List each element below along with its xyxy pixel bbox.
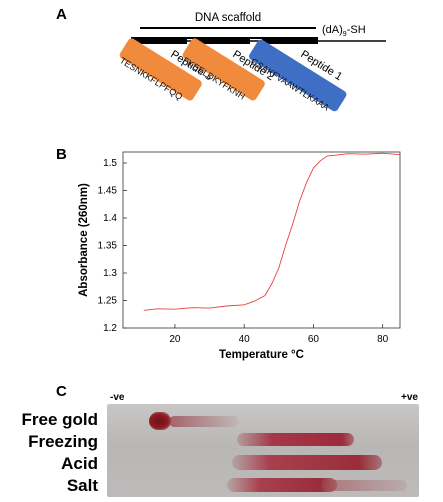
panel-b-letter: B [56,146,67,163]
lane-label-acid: Acid [61,454,98,473]
y-tick-label: 1.45 [98,186,118,197]
tail-end: -SH [347,24,366,36]
x-tick-label: 20 [169,334,181,345]
panel-a-letter: A [56,6,67,23]
negative-electrode-label: -ve [110,392,125,403]
peptide-2-tab [194,38,250,44]
band-free-gold [149,412,171,430]
y-tick-label: 1.5 [103,158,117,169]
panel-c-letter: C [56,383,67,400]
positive-electrode-label: +ve [401,392,418,403]
tail-main: (dA) [322,24,343,36]
plot-frame [122,151,401,329]
chart-axes [122,151,401,329]
y-tick-label: 1.25 [98,296,118,307]
tail-subscript: 9 [343,31,347,38]
peptide-3-tab [131,38,187,44]
peptide-3-box [119,38,202,101]
lane-label-freezing: Freezing [28,432,98,451]
lane-label-free-gold: Free gold [21,410,98,429]
x-tick-label: 40 [239,334,251,345]
absorbance-series-line [143,152,401,311]
x-tick-label: 60 [308,334,320,345]
scaffold-tail-label: (dA)9-SH [322,24,366,38]
band-acid [232,455,382,470]
x-tick-label: 80 [377,334,389,345]
scaffold-title: DNA scaffold [195,12,261,24]
peptide-1-tab [262,38,318,44]
band-salt-extension [322,480,407,491]
melting-curve-chart: 20 40 60 80 1.2 1.25 1.3 1.35 1.4 1.45 1.5 Tempera… [78,151,401,361]
peptide-1-box [249,39,347,112]
y-tick-label: 1.4 [103,213,117,224]
chart-ticks: 20 40 60 80 1.2 1.25 1.3 1.35 1.4 1.45 1.5 [98,158,389,345]
x-axis-label: Temperature °C [219,349,304,361]
y-tick-label: 1.2 [103,323,117,334]
peptide-2-box [182,38,265,101]
band-salt [227,478,337,492]
y-tick-label: 1.3 [103,268,117,279]
agarose-gel-image [107,404,419,497]
band-freezing [237,433,354,446]
y-tick-label: 1.35 [98,241,118,252]
y-axis-label: Absorbance (260nm) [78,183,90,297]
band-free-gold-smear [169,416,239,427]
dna-scaffold-diagram: DNA scaffold (dA)9-SH Peptide 3 TESNKKFL… [118,12,386,113]
lane-label-salt: Salt [66,476,98,495]
